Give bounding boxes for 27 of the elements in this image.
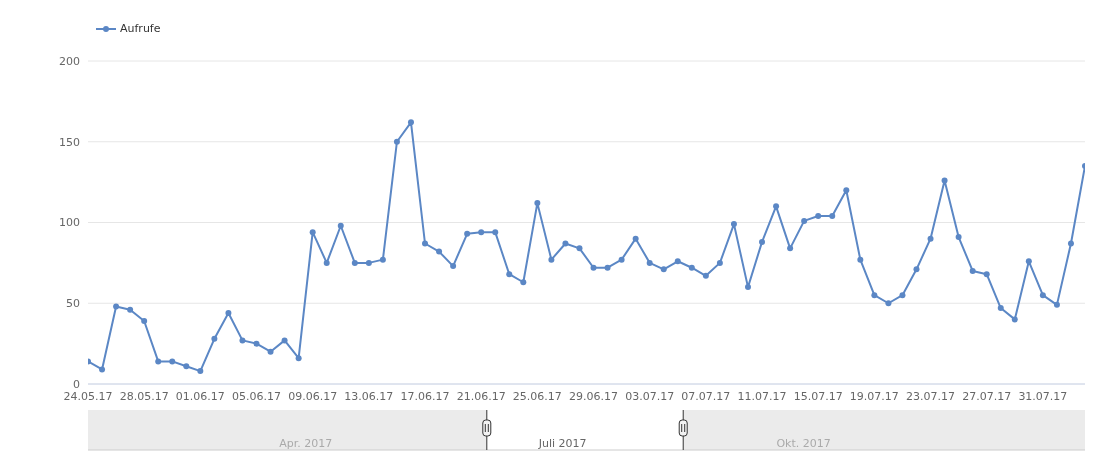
x-tick-label: 29.06.17 [569, 389, 619, 403]
x-tick-label: 13.06.17 [344, 389, 394, 403]
y-tick-label: 0 [73, 377, 80, 391]
x-tick-label: 28.05.17 [119, 389, 169, 403]
x-tick-label: 03.07.17 [625, 389, 675, 403]
x-tick-label: 17.06.17 [400, 389, 450, 403]
x-tick-label: 19.07.17 [849, 389, 899, 403]
x-tick-label: 27.07.17 [962, 389, 1012, 403]
y-tick-label: 50 [66, 297, 80, 311]
x-tick-label: 07.07.17 [681, 389, 731, 403]
y-tick-label: 200 [59, 54, 80, 68]
x-tick-label: 15.07.17 [793, 389, 843, 403]
x-tick-label: 11.07.17 [737, 389, 787, 403]
x-tick-label: 24.05.17 [63, 389, 113, 403]
text: Juli 2017 [537, 437, 587, 450]
text: Okt. 2017 [776, 437, 831, 450]
legend-label: Aufrufe [120, 22, 161, 35]
x-tick-label: 09.06.17 [288, 389, 338, 403]
x-tick-label: 05.06.17 [232, 389, 281, 403]
x-tick-label: 21.06.17 [456, 389, 506, 403]
y-tick-label: 100 [59, 216, 80, 230]
y-tick-label: 150 [59, 135, 80, 149]
x-tick-label: 25.06.17 [512, 389, 562, 403]
x-tick-label: 31.07.17 [1018, 389, 1068, 403]
x-tick-label: 23.07.17 [906, 389, 956, 403]
text: Apr. 2017 [279, 437, 333, 450]
x-tick-label: 01.06.17 [175, 389, 225, 403]
